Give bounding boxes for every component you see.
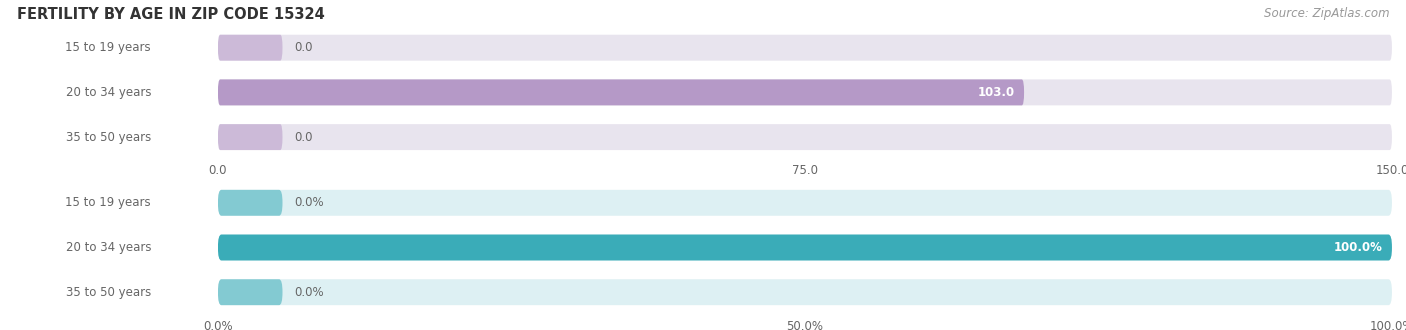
Text: 35 to 50 years: 35 to 50 years [66,131,150,144]
FancyBboxPatch shape [218,80,1024,105]
Text: 100.0%: 100.0% [1334,241,1382,254]
FancyBboxPatch shape [218,124,283,150]
Text: 0.0%: 0.0% [294,286,323,299]
Text: 35 to 50 years: 35 to 50 years [66,286,150,299]
Text: 20 to 34 years: 20 to 34 years [66,86,150,99]
FancyBboxPatch shape [218,235,1392,260]
FancyBboxPatch shape [218,279,283,305]
FancyBboxPatch shape [218,235,1392,260]
Text: 15 to 19 years: 15 to 19 years [66,196,150,209]
Text: FERTILITY BY AGE IN ZIP CODE 15324: FERTILITY BY AGE IN ZIP CODE 15324 [17,7,325,21]
Text: 0.0: 0.0 [294,131,312,144]
FancyBboxPatch shape [218,35,1392,61]
Text: 0.0%: 0.0% [294,196,323,209]
Text: 15 to 19 years: 15 to 19 years [66,41,150,54]
Text: Source: ZipAtlas.com: Source: ZipAtlas.com [1264,7,1389,19]
Text: 0.0: 0.0 [294,41,312,54]
Text: 20 to 34 years: 20 to 34 years [66,241,150,254]
FancyBboxPatch shape [218,190,283,216]
Text: 103.0: 103.0 [977,86,1015,99]
FancyBboxPatch shape [218,35,283,61]
FancyBboxPatch shape [218,124,1392,150]
FancyBboxPatch shape [218,190,1392,216]
FancyBboxPatch shape [218,279,1392,305]
FancyBboxPatch shape [218,80,1392,105]
